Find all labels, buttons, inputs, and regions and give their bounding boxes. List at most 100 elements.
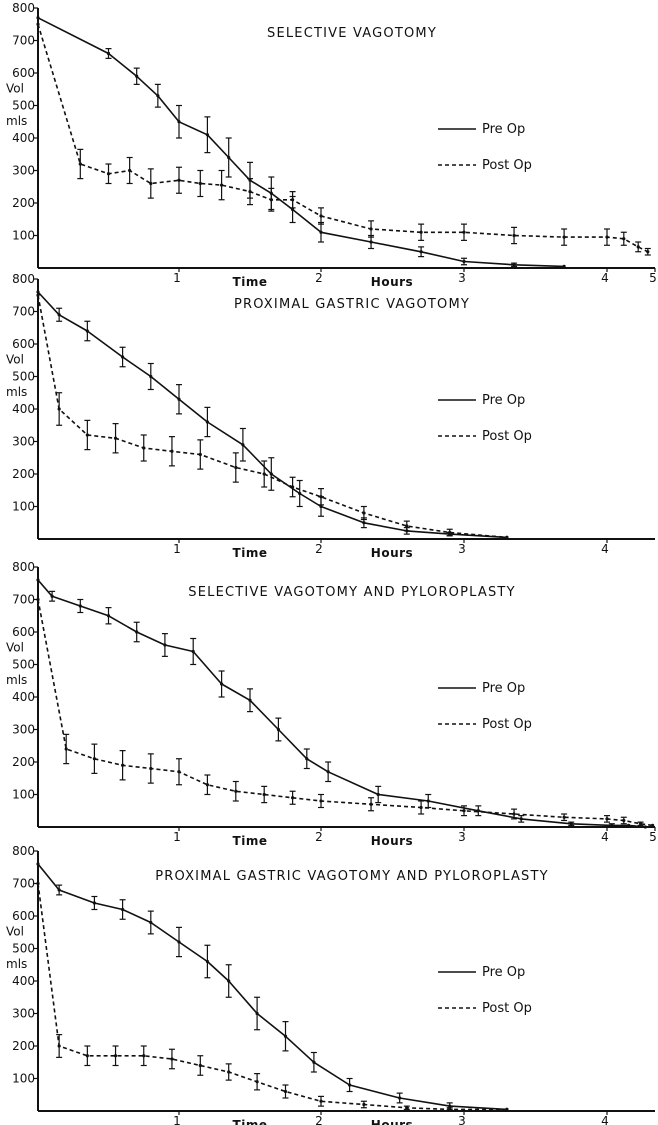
data-point-post-op [636,245,640,249]
data-point-post-op [234,789,238,793]
data-point-post-op [177,178,181,182]
data-point-pre-op [227,979,231,983]
x-tick-label: 3 [458,271,466,285]
legend-label-post-op: Post Op [482,158,532,173]
data-point-post-op [262,472,266,476]
y-tick-label: 300 [12,164,35,178]
x-axis-unit: Hours [371,1118,413,1125]
data-point-pre-op [269,472,273,476]
data-point-pre-op [121,907,125,912]
x-axis-label: Time [233,546,268,560]
data-point-post-op [562,235,566,239]
data-point-pre-op [36,16,40,20]
data-point-post-op [419,805,423,810]
x-tick-label: 4 [601,1114,609,1125]
y-tick-label: 500 [12,99,35,113]
data-point-pre-op [163,643,167,647]
data-point-post-op [462,809,466,813]
data-point-post-op [198,452,202,457]
x-axis-unit: Hours [371,275,413,289]
data-point-pre-op [362,521,366,525]
data-point-post-op [512,233,516,238]
data-point-pre-op [348,1083,352,1087]
data-point-post-op [121,763,125,767]
x-tick-label: 3 [458,542,466,556]
data-point-pre-op [643,825,648,829]
data-point-post-op [92,757,96,761]
data-point-post-op [234,465,238,470]
data-point-pre-op [177,397,181,401]
x-tick-label: 4 [601,271,609,285]
data-point-pre-op [205,420,209,424]
x-tick-label: 1 [173,830,181,844]
data-point-post-op [113,1054,118,1058]
data-point-pre-op [241,443,245,447]
data-point-pre-op [149,374,153,379]
legend-label-post-op: Post Op [482,717,532,732]
data-point-post-op [448,530,452,535]
y-tick-label: 200 [12,467,35,481]
x-tick-label: 1 [173,542,181,556]
data-point-pre-op [50,594,54,598]
y-axis-unit: mls [6,385,27,399]
x-tick-label: 3 [458,830,466,844]
series-line-pre-op [37,863,507,1111]
x-tick-label: 5 [649,271,657,285]
y-tick-label: 400 [12,974,35,988]
series-line-pre-op [37,291,507,539]
x-axis-label: Time [233,275,268,289]
data-point-pre-op [398,1096,402,1100]
y-tick-label: 100 [12,1072,35,1086]
x-tick-label: 2 [315,1114,323,1125]
data-point-post-op [369,227,373,231]
data-point-pre-op [106,614,111,618]
x-tick-label: 2 [315,542,323,556]
data-point-pre-op [36,578,40,582]
data-point-post-op [64,747,68,751]
y-axis-label: Vol [6,353,24,367]
y-tick-label: 100 [12,500,35,514]
data-point-pre-op [106,51,111,56]
data-point-post-op [113,436,118,440]
chart-panel-1: SELECTIVE VAGOTOMY 100 200 300 400 500 600 700 8… [6,1,657,289]
data-point-post-op [85,433,89,437]
data-point-post-op [462,230,466,234]
data-point-post-op [605,817,609,821]
data-point-post-op [170,449,174,453]
data-point-pre-op [448,1104,452,1108]
y-tick-label: 700 [12,34,35,48]
y-tick-label: 200 [12,755,35,769]
data-point-post-op [177,770,181,774]
data-point-pre-op [255,1011,259,1016]
data-point-pre-op [462,259,466,264]
chart-title: PROXIMAL GASTRIC VAGOTOMY [234,297,470,312]
x-tick-label: 3 [458,1114,466,1125]
data-point-pre-op [220,682,224,686]
y-tick-label: 300 [12,435,35,449]
data-point-post-op [220,183,224,187]
data-point-post-op [369,802,373,806]
data-point-pre-op [305,757,309,761]
data-point-post-op [78,162,82,166]
data-point-post-op [405,1106,409,1110]
legend-label-pre-op: Pre Op [482,122,525,137]
legend-label-post-op: Post Op [482,429,532,444]
data-point-pre-op [610,823,614,827]
y-tick-label: 600 [12,66,35,80]
data-point-pre-op [248,698,252,702]
data-point-post-op [319,214,323,218]
data-point-pre-op [419,250,423,254]
x-axis-label: Time [233,834,268,848]
y-tick-label: 300 [12,723,35,737]
data-point-pre-op [121,355,125,359]
data-point-pre-op [319,504,323,509]
x-tick-label: 1 [173,1114,181,1125]
data-point-post-op [283,1089,288,1094]
data-point-post-op [362,511,366,515]
legend-label-pre-op: Pre Op [482,681,525,696]
data-point-post-op [362,1102,366,1107]
data-point-post-op [36,881,40,886]
data-point-post-op [198,181,202,186]
data-point-pre-op [205,133,209,137]
